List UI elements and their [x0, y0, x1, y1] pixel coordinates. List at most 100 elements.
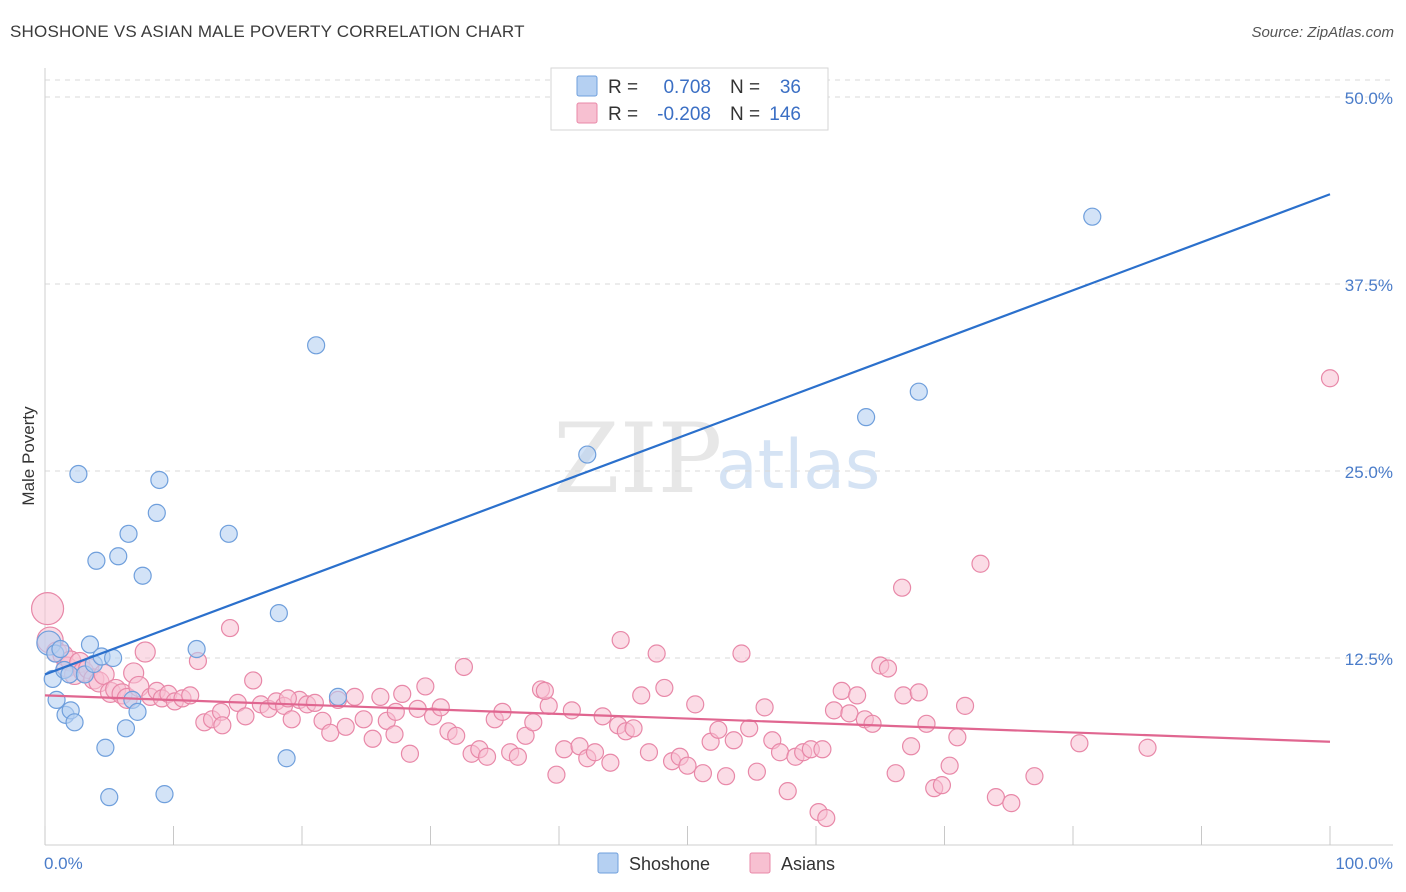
asians-point: [878, 659, 898, 678]
shoshone-point: [155, 785, 174, 804]
asians-point: [917, 714, 936, 733]
asians-point: [824, 701, 844, 720]
watermark-atlas: atlas: [716, 426, 880, 505]
y-tick-label: 12.5%: [1345, 650, 1393, 669]
correlation-legend: R = 0.708 N = 36 R = -0.208 N = 146: [550, 67, 829, 131]
asians-point: [655, 678, 674, 698]
asians-point: [740, 719, 759, 738]
asians-point: [354, 710, 373, 729]
asians-point: [134, 641, 156, 663]
legend-n-value-asians: 146: [769, 104, 801, 125]
asians-point: [986, 788, 1006, 807]
bottom-legend-swatch-shoshone: [597, 852, 619, 874]
asians-point: [901, 737, 921, 756]
asians-point: [400, 744, 420, 763]
shoshone-point: [109, 547, 128, 566]
asians-point: [678, 756, 697, 775]
asians-point: [909, 683, 928, 702]
asians-point: [585, 743, 605, 762]
asians-point: [236, 707, 255, 726]
shoshone-point: [69, 464, 88, 484]
asians-point: [948, 728, 967, 747]
asians-point: [639, 743, 659, 762]
asians-point: [508, 747, 527, 766]
asians-point: [892, 578, 912, 597]
asians-point: [724, 731, 743, 750]
shoshone-point: [578, 445, 597, 464]
chart-title: SHOSHONE VS ASIAN MALE POVERTY CORRELATI…: [10, 22, 525, 41]
asians-point: [778, 782, 797, 801]
asians-point: [244, 671, 263, 690]
shoshone-point: [133, 566, 152, 585]
asians-point: [1070, 734, 1089, 753]
asians-point: [220, 618, 240, 638]
asians-point: [454, 657, 474, 677]
asians-point: [282, 710, 301, 729]
asians-point: [305, 693, 324, 712]
asians-point: [562, 701, 581, 720]
asians-point: [747, 762, 766, 781]
bottom-legend-label-shoshone: Shoshone: [629, 854, 710, 874]
y-tick-label: 25.0%: [1345, 463, 1393, 482]
asians-point: [336, 717, 355, 736]
asians-point: [755, 698, 774, 717]
asians-point: [431, 698, 450, 717]
shoshone-point: [1083, 207, 1102, 226]
asians-point: [535, 681, 554, 701]
watermark-zip: ZIP: [553, 403, 722, 515]
legend-swatch-asians: [576, 102, 598, 124]
asians-point: [1002, 794, 1021, 813]
asians-point: [393, 684, 412, 704]
grid: [45, 79, 1393, 659]
asians-point: [1025, 767, 1044, 786]
asians-point: [30, 592, 65, 626]
asians-point: [516, 726, 535, 745]
asians-point: [813, 740, 832, 759]
asians-point: [894, 686, 913, 705]
asians-point: [624, 719, 643, 738]
shoshone-points: [36, 207, 1102, 807]
asians-point: [955, 696, 975, 715]
asians-point: [213, 716, 232, 735]
legend-n-value-shoshone: 36: [780, 77, 801, 98]
asians-point: [1320, 369, 1340, 388]
asians-point: [363, 729, 382, 748]
shoshone-point: [307, 336, 326, 355]
shoshone-point: [96, 738, 115, 757]
legend-swatch-shoshone: [576, 75, 598, 97]
asians-point: [345, 687, 364, 706]
asians-point: [817, 808, 836, 828]
asians-point: [477, 747, 497, 766]
shoshone-point: [87, 551, 106, 570]
asians-point: [647, 644, 666, 663]
asians-point: [385, 725, 404, 744]
asians-point: [863, 714, 882, 733]
asians-point: [1138, 738, 1157, 757]
asians-point: [716, 767, 736, 786]
shoshone-point: [51, 639, 70, 659]
shoshone-point: [187, 639, 206, 659]
shoshone-point: [47, 690, 66, 709]
shoshone-point: [80, 635, 100, 654]
asians-point: [886, 764, 905, 783]
asians-point: [447, 726, 466, 745]
asians-point: [693, 764, 713, 783]
asians-point: [632, 686, 651, 705]
shoshone-point: [277, 749, 296, 768]
shoshone-point: [65, 713, 84, 732]
asians-point: [555, 740, 574, 759]
y-tick-label: 50.0%: [1345, 89, 1393, 108]
legend-r-value-asians: -0.208: [657, 104, 711, 125]
y-tick-label: 37.5%: [1345, 276, 1393, 295]
bottom-legend-swatch-asians: [749, 852, 771, 874]
asians-point: [709, 720, 728, 739]
asians-point: [848, 686, 867, 705]
shoshone-point: [100, 788, 119, 807]
shoshone-point: [128, 702, 147, 721]
asians-point: [539, 696, 558, 715]
asians-point: [971, 554, 990, 573]
axes: 12.5% 25.0% 37.5% 50.0%: [44, 68, 1393, 846]
shoshone-point: [269, 604, 288, 623]
asians-point: [278, 689, 297, 708]
